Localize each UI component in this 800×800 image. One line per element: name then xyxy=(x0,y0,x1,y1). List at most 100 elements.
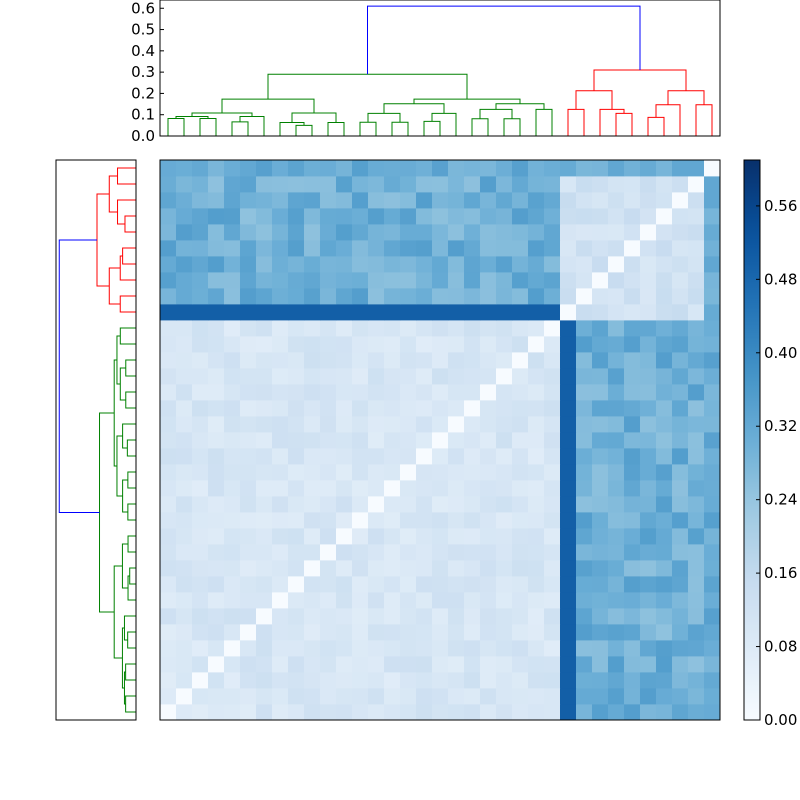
heatmap-cell xyxy=(592,544,609,561)
heatmap-cell xyxy=(608,576,625,593)
heatmap-cell xyxy=(560,416,577,433)
heatmap-cell xyxy=(560,256,577,273)
heatmap-cell xyxy=(208,608,225,625)
heatmap-cell xyxy=(192,704,209,721)
heatmap-cell xyxy=(544,176,561,193)
heatmap-cell xyxy=(352,320,369,337)
heatmap-cell xyxy=(656,608,673,625)
heatmap-cell xyxy=(384,560,401,577)
heatmap-cell xyxy=(304,272,321,289)
heatmap-cell xyxy=(384,288,401,305)
heatmap-cell xyxy=(640,208,657,225)
heatmap-cell xyxy=(512,560,529,577)
heatmap-cell xyxy=(672,640,689,657)
heatmap-cell xyxy=(176,176,193,193)
heatmap-cell xyxy=(640,560,657,577)
heatmap-cell xyxy=(640,320,657,337)
heatmap-cell xyxy=(704,336,721,353)
heatmap-cell xyxy=(240,352,257,369)
heatmap-cell xyxy=(672,608,689,625)
heatmap-cell xyxy=(176,240,193,257)
heatmap-cell xyxy=(176,688,193,705)
heatmap-cell xyxy=(384,432,401,449)
heatmap-cell xyxy=(368,368,385,385)
heatmap-cell xyxy=(560,288,577,305)
heatmap-cell xyxy=(352,208,369,225)
heatmap-cell xyxy=(400,320,417,337)
heatmap-cell xyxy=(560,448,577,465)
heatmap-cell xyxy=(256,656,273,673)
heatmap-cell xyxy=(320,608,337,625)
left-dendrogram-link xyxy=(122,479,128,513)
heatmap-cell xyxy=(336,640,353,657)
top-dendrogram-link xyxy=(575,90,613,110)
heatmap-cell xyxy=(560,560,577,577)
heatmap-cell xyxy=(336,352,353,369)
heatmap-cell xyxy=(192,448,209,465)
heatmap-cell xyxy=(368,272,385,289)
heatmap-cell xyxy=(528,304,545,321)
heatmap-cell xyxy=(208,464,225,481)
heatmap-cell xyxy=(176,544,193,561)
heatmap-cell xyxy=(256,240,273,257)
heatmap-cell xyxy=(384,160,401,177)
heatmap-cell xyxy=(640,160,657,177)
heatmap-cell xyxy=(336,608,353,625)
heatmap-cell xyxy=(384,480,401,497)
heatmap-cell xyxy=(512,368,529,385)
heatmap-cell xyxy=(672,352,689,369)
heatmap-cell xyxy=(592,592,609,609)
heatmap-cell xyxy=(352,560,369,577)
heatmap-cell xyxy=(304,208,321,225)
heatmap-cell xyxy=(224,528,241,545)
heatmap-cell xyxy=(240,512,257,529)
heatmap-cell xyxy=(368,176,385,193)
heatmap-cell xyxy=(400,544,417,561)
heatmap-cell xyxy=(320,320,337,337)
heatmap-cell xyxy=(240,416,257,433)
heatmap-cell xyxy=(704,704,721,721)
heatmap-cell xyxy=(576,176,593,193)
heatmap-cell xyxy=(160,480,177,497)
heatmap-cell xyxy=(480,256,497,273)
heatmap-cell xyxy=(528,464,545,481)
heatmap-cell xyxy=(592,464,609,481)
heatmap-cell xyxy=(416,352,433,369)
heatmap-cell xyxy=(176,288,193,305)
heatmap-cell xyxy=(416,304,433,321)
heatmap-cell xyxy=(240,160,257,177)
heatmap-cell xyxy=(496,528,513,545)
heatmap-cell xyxy=(304,176,321,193)
heatmap-cell xyxy=(704,240,721,257)
heatmap-cell xyxy=(544,224,561,241)
heatmap-cell xyxy=(672,288,689,305)
heatmap-cell xyxy=(528,192,545,209)
heatmap-cell xyxy=(192,560,209,577)
heatmap-cell xyxy=(272,224,289,241)
top-dendrogram-link xyxy=(167,117,185,136)
heatmap-cell xyxy=(544,384,561,401)
heatmap-cell xyxy=(528,384,545,401)
top-dendrogram-link xyxy=(391,121,409,136)
top-dendrogram-root-link xyxy=(367,5,641,75)
heatmap-cell xyxy=(400,304,417,321)
heatmap-cell xyxy=(416,576,433,593)
heatmap-cell xyxy=(512,704,529,721)
heatmap-cell xyxy=(576,304,593,321)
heatmap-cell xyxy=(640,384,657,401)
heatmap-cell xyxy=(224,464,241,481)
heatmap-cell xyxy=(352,464,369,481)
heatmap-cell xyxy=(416,240,433,257)
heatmap-cell xyxy=(704,192,721,209)
heatmap-cell xyxy=(528,432,545,449)
left-dendrogram-link xyxy=(127,471,136,489)
heatmap-cell xyxy=(272,432,289,449)
heatmap-cell xyxy=(400,416,417,433)
heatmap-cell xyxy=(640,400,657,417)
heatmap-cell xyxy=(464,368,481,385)
heatmap-cell xyxy=(336,304,353,321)
heatmap-cell xyxy=(224,592,241,609)
heatmap-cell xyxy=(608,688,625,705)
heatmap-cell xyxy=(496,592,513,609)
